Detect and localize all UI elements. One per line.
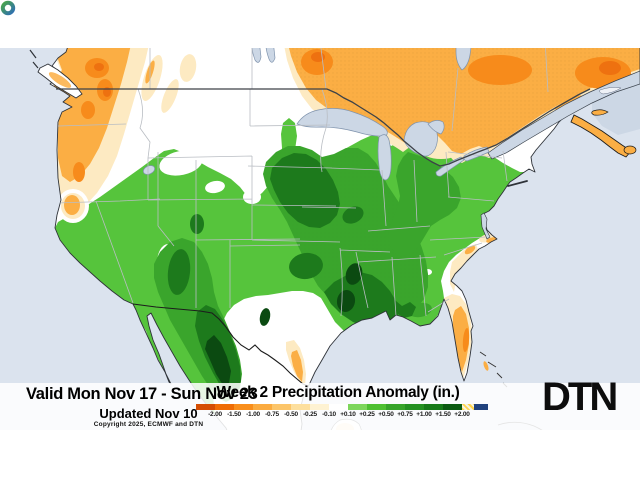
cape-breton — [623, 145, 637, 155]
prince-edward-island — [591, 109, 609, 116]
legend-cell — [329, 404, 348, 410]
legend-tick-label: +1.50 — [435, 411, 451, 418]
us-canada-border — [56, 88, 591, 167]
legend-cell — [215, 404, 234, 410]
legend-tick-label: +2.00 — [454, 411, 470, 418]
legend-cell — [424, 404, 443, 410]
anomaly-regions — [53, 48, 640, 430]
valid-dates-label: Valid Mon Nov 17 - Sun Nov 23 — [26, 385, 258, 403]
positive-anomaly-regions — [55, 118, 529, 430]
legend-cell — [253, 404, 272, 410]
legend-colorbar — [196, 404, 488, 410]
legend-cell — [386, 404, 405, 410]
top-margin — [0, 0, 640, 48]
haida-gwaii — [29, 49, 39, 69]
international-borders — [56, 88, 591, 387]
james-bay — [455, 48, 472, 71]
bahamas — [479, 351, 508, 388]
dtn-logo: DTN — [542, 375, 618, 419]
legend-tick-label: +1.00 — [416, 411, 432, 418]
legend-tick-label: +0.75 — [397, 411, 413, 418]
legend-cell — [272, 404, 291, 410]
legend-cell — [310, 404, 329, 410]
legend-cell — [443, 404, 462, 410]
lake-michigan — [377, 134, 392, 181]
great-lakes — [142, 48, 491, 240]
long-island — [507, 180, 528, 187]
legend-cell — [367, 404, 386, 410]
state-borders — [55, 48, 549, 317]
legend-cell — [405, 404, 424, 410]
map-title: Week 2 Precipitation Anomaly (in.) — [216, 384, 460, 401]
legend-tick-label: -0.10 — [322, 411, 336, 418]
bottom-margin — [0, 430, 640, 480]
legend-tick-label: -2.00 — [208, 411, 222, 418]
chesapeake-bay — [480, 212, 491, 240]
legend-tick-label: -0.25 — [303, 411, 317, 418]
legend-cell — [234, 404, 253, 410]
legend-tick-label: -1.00 — [246, 411, 260, 418]
great-salt-lake — [142, 165, 156, 175]
lake-winnipeg — [251, 48, 262, 63]
anticosti-island — [599, 87, 622, 95]
legend-cell — [474, 404, 488, 410]
legend-cell — [348, 404, 367, 410]
legend-cell — [462, 404, 474, 410]
lake-superior — [296, 108, 388, 137]
legend-tick-label: -0.50 — [284, 411, 298, 418]
dtn-logo-degree-icon — [0, 0, 16, 16]
copyright-label: Copyright 2025, ECMWF and DTN — [93, 421, 204, 428]
legend-tick-label: +0.50 — [378, 411, 394, 418]
legend-cell — [291, 404, 310, 410]
legend-tick-label: -1.50 — [227, 411, 241, 418]
legend-tick-label: +0.25 — [359, 411, 375, 418]
lake-erie — [435, 156, 465, 177]
legend-cell — [196, 404, 215, 410]
legend-tick-label: -0.75 — [265, 411, 279, 418]
us-mexico-border — [132, 303, 309, 387]
lake-winnipegosis — [265, 48, 276, 63]
updated-label: Updated Nov 10 — [99, 406, 198, 421]
legend-tick-label: +0.10 — [340, 411, 356, 418]
georgian-bay — [427, 120, 445, 135]
